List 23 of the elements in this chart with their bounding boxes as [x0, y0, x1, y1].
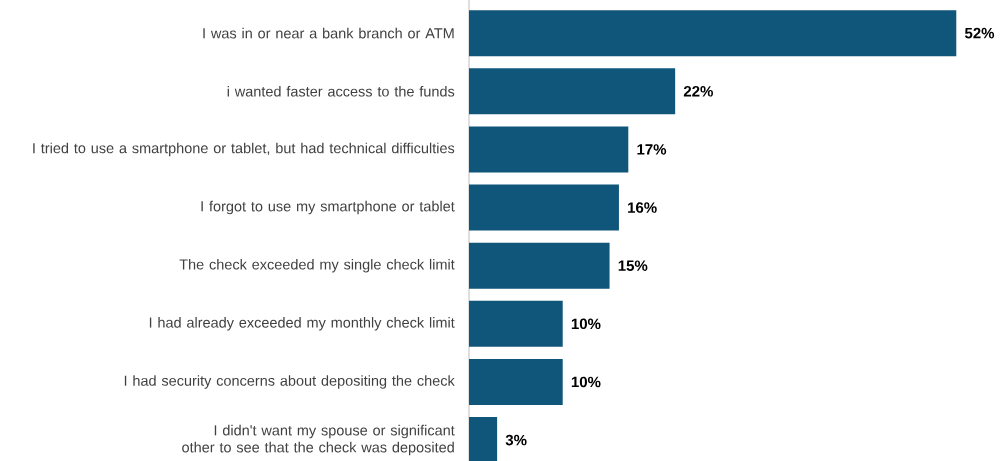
data-label: 15% — [618, 260, 648, 271]
data-label: 16% — [628, 202, 657, 213]
data-label: 17% — [637, 144, 667, 155]
data-label: 22% — [683, 85, 713, 97]
bar — [469, 300, 563, 347]
y-tick-label: I had security concerns about depositing the check — [124, 375, 455, 389]
data-label: 10% — [571, 376, 601, 388]
y-tick-label: I didn't want my spouse or significant other to see that the check was deposited — [182, 424, 455, 456]
data-label: 3% — [505, 434, 527, 446]
y-tick-label: I forgot to use my smartphone or tablet — [201, 200, 455, 215]
bar — [469, 242, 610, 289]
bar — [469, 184, 619, 231]
bar — [469, 358, 563, 405]
data-label: 10% — [571, 318, 601, 330]
bar — [469, 10, 957, 57]
bar — [469, 126, 629, 173]
bar — [469, 68, 676, 115]
y-tick-label: I tried to use a smartphone or tablet, but had technical difficulties — [33, 142, 455, 157]
y-tick-label: i wanted faster access to the funds — [227, 85, 455, 97]
y-tick-label: I was in or near a bank branch or ATM — [203, 27, 454, 39]
y-tick-label: I had already exceeded my monthly check limit — [149, 317, 455, 331]
y-tick-label: The check exceeded my single check limit — [179, 258, 455, 273]
data-label: 52% — [964, 27, 995, 39]
